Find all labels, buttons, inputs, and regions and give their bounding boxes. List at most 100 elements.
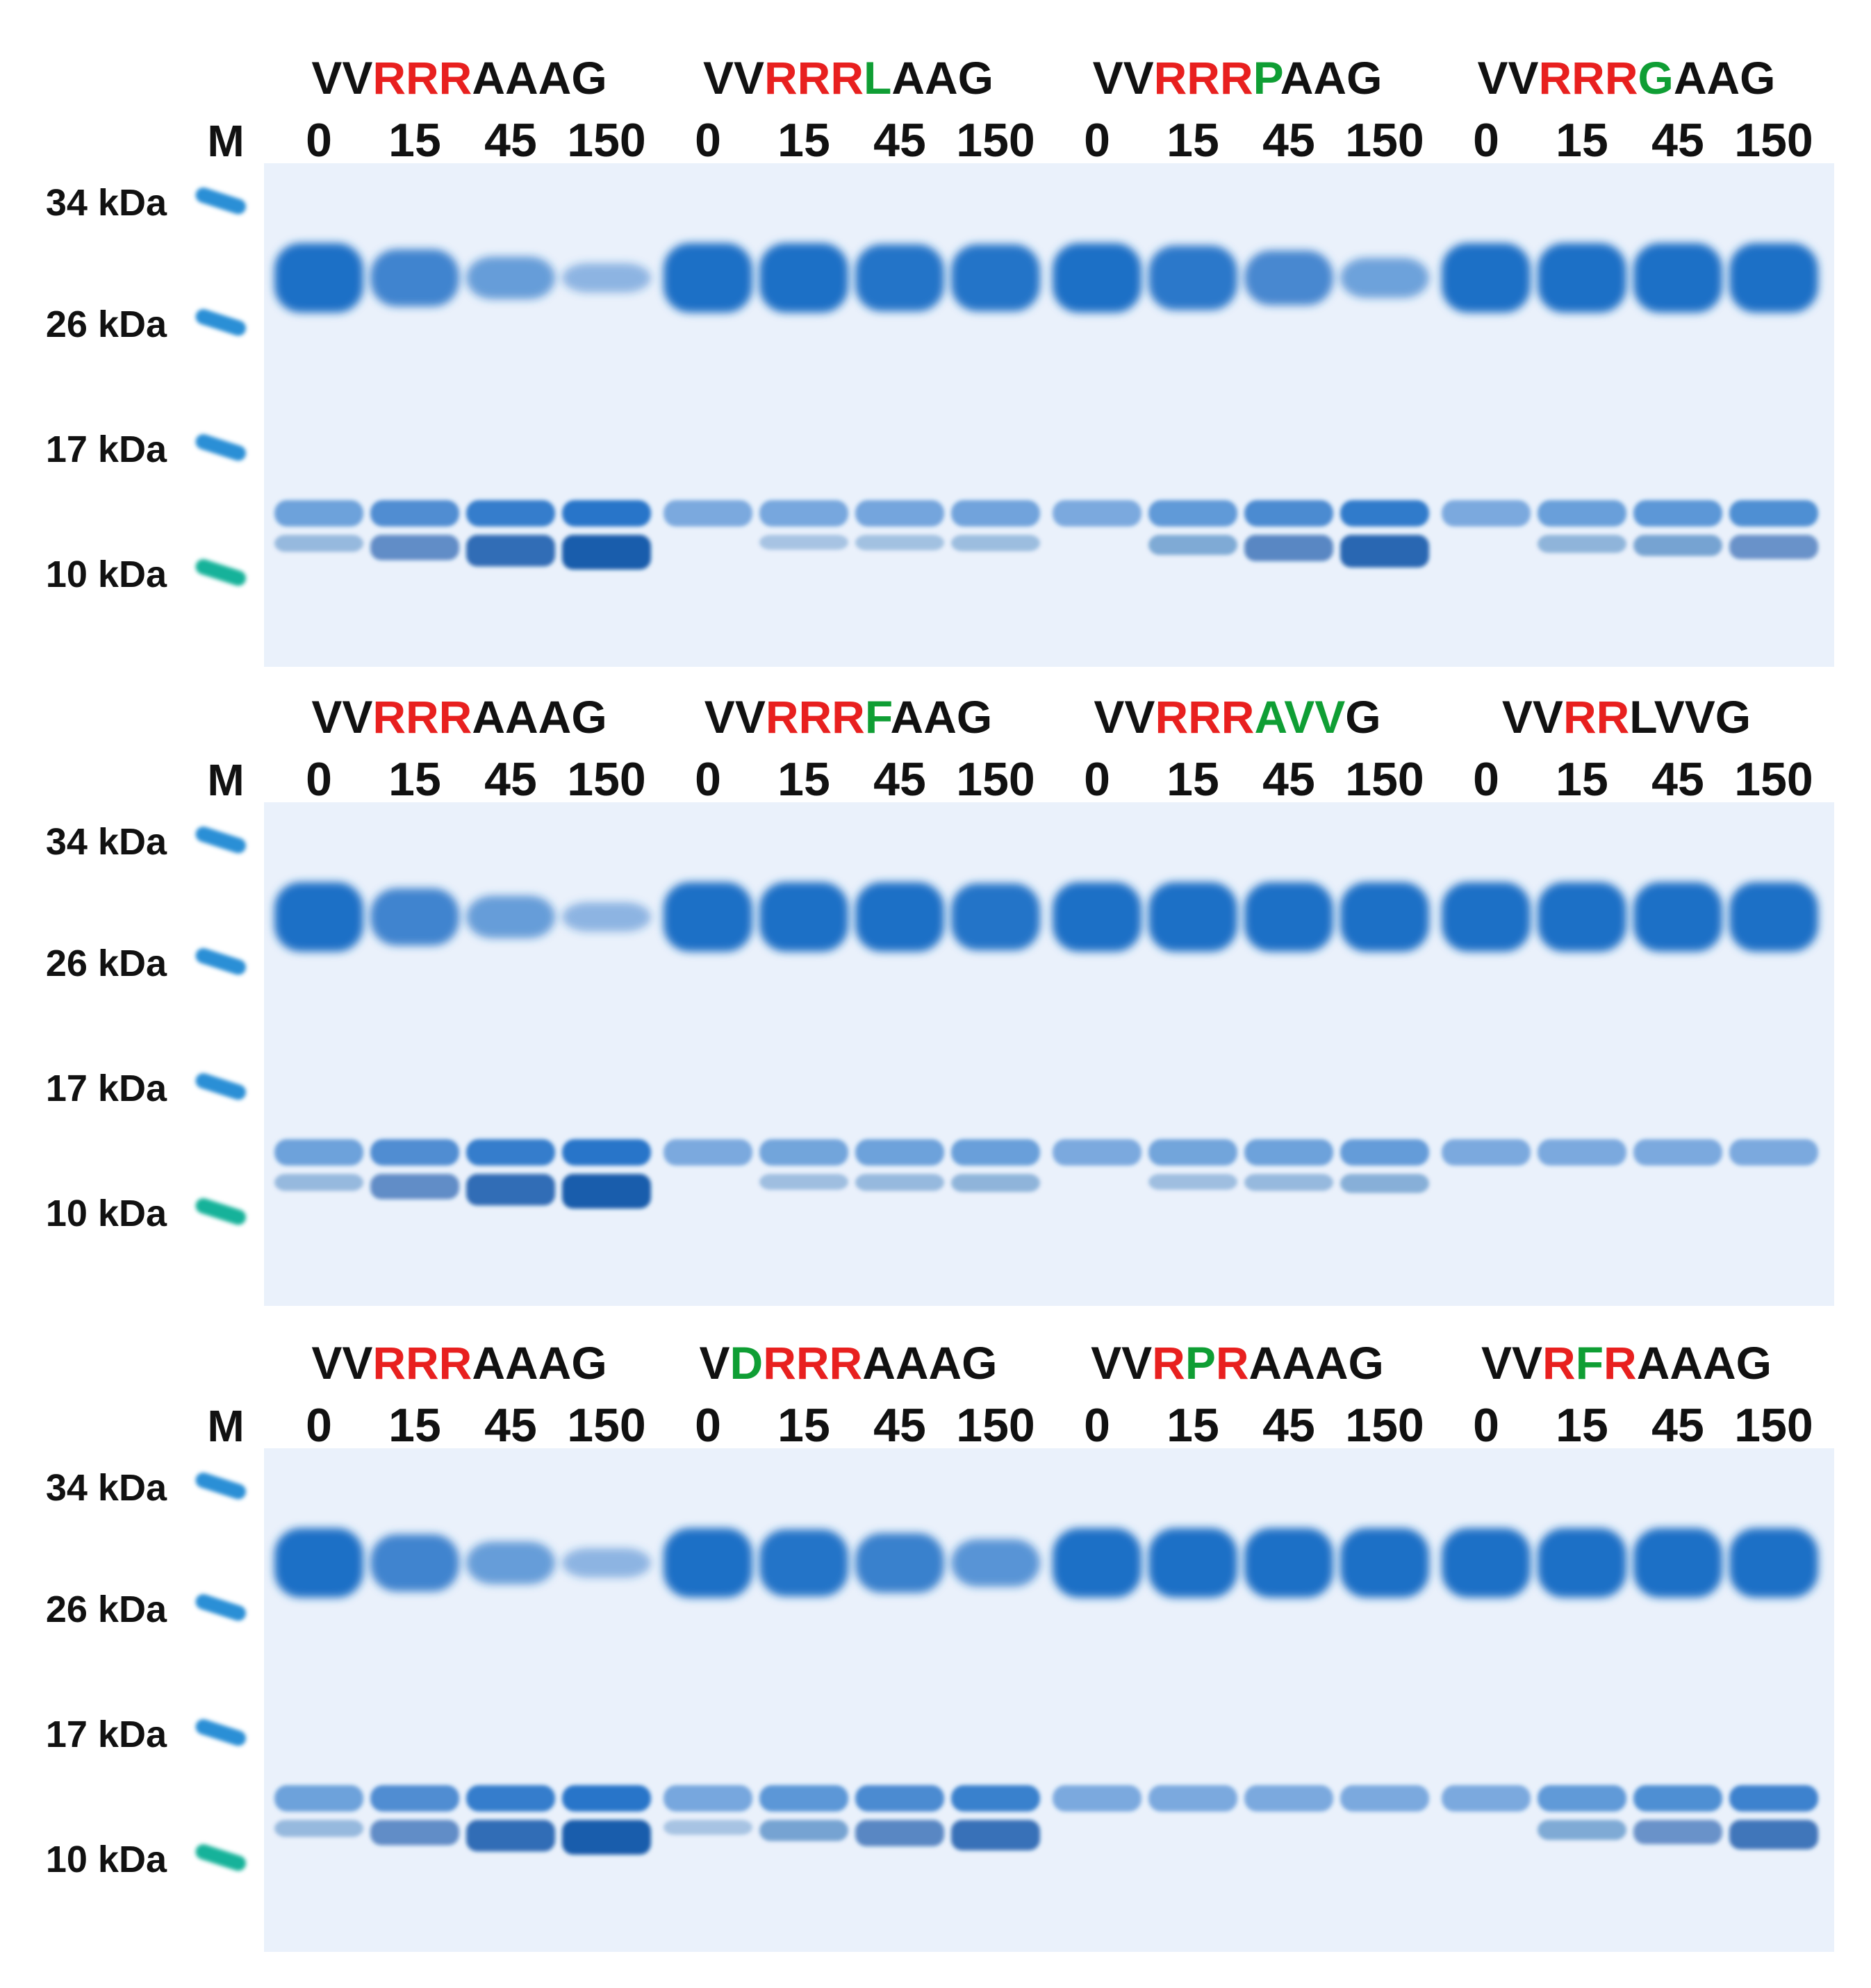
sequence-segment: VV xyxy=(311,691,372,743)
sequence-segment: R xyxy=(1216,1337,1249,1389)
sequence-label: VVRPRAAAG xyxy=(1091,1337,1384,1389)
main-band xyxy=(1538,882,1626,952)
small-band xyxy=(1340,500,1429,527)
sequence-segment: RRR xyxy=(764,52,864,103)
main-band xyxy=(466,895,555,938)
small-band xyxy=(1729,1785,1818,1812)
mw-label: 34 kDa xyxy=(46,1467,167,1509)
small-band xyxy=(370,1785,459,1812)
sequence-label: VVRRRAAAG xyxy=(311,691,607,743)
sequence-label: VVRRRLAAG xyxy=(703,52,994,103)
cleaved-band xyxy=(663,1820,752,1835)
time-point-label: 15 xyxy=(1556,753,1608,806)
main-band xyxy=(1538,1528,1626,1598)
main-band xyxy=(759,882,848,952)
sequence-label: VVRRRAVVG xyxy=(1094,691,1380,743)
sequence-label: VVRRRAAAG xyxy=(311,52,607,103)
small-band xyxy=(1340,1139,1429,1166)
time-point-label: 15 xyxy=(388,753,441,806)
main-band xyxy=(1729,243,1818,313)
small-band xyxy=(951,500,1040,527)
gel-background xyxy=(264,163,1834,667)
sequence-segment: VV xyxy=(1091,1337,1152,1389)
small-band xyxy=(855,1785,944,1812)
cleaved-band xyxy=(759,1820,848,1841)
time-point-label: 45 xyxy=(484,114,537,167)
time-point-label: 15 xyxy=(777,753,830,806)
main-band xyxy=(274,243,363,313)
sequence-label: VVRRRGAAG xyxy=(1477,52,1775,103)
time-point-label: 0 xyxy=(1084,1399,1110,1452)
main-band xyxy=(370,888,459,946)
time-point-label: 0 xyxy=(695,114,721,167)
cleaved-band xyxy=(855,535,944,551)
mw-label: 10 kDa xyxy=(46,554,167,595)
main-band xyxy=(466,1541,555,1584)
main-band xyxy=(951,883,1040,951)
small-band xyxy=(1633,1139,1722,1166)
time-point-label: 45 xyxy=(1262,1399,1315,1452)
ladder-band xyxy=(195,1073,246,1100)
time-point-label: 0 xyxy=(306,114,332,167)
time-point-label: 45 xyxy=(484,1399,537,1452)
time-point-label: 15 xyxy=(1556,114,1608,167)
time-point-label: 150 xyxy=(567,753,645,806)
sequence-segment: F xyxy=(1576,1337,1604,1389)
cleaved-band xyxy=(1538,535,1626,553)
mw-label: 17 kDa xyxy=(46,1714,167,1755)
main-band xyxy=(466,256,555,299)
sequence-segment: RR xyxy=(1563,691,1629,743)
small-band xyxy=(1340,1785,1429,1812)
time-point-label: 15 xyxy=(1556,1399,1608,1452)
small-band xyxy=(1442,500,1531,527)
small-band xyxy=(1148,1139,1237,1166)
time-point-label: 0 xyxy=(1473,1399,1499,1452)
ladder-band xyxy=(195,1719,246,1746)
cleaved-band xyxy=(370,1820,459,1846)
cleaved-band xyxy=(370,1174,459,1200)
main-band xyxy=(663,882,752,952)
ladder-band xyxy=(195,1844,246,1871)
time-point-label: 150 xyxy=(956,1399,1035,1452)
sequence-label: VVRRRFAAG xyxy=(704,691,992,743)
main-band xyxy=(274,882,363,952)
small-band xyxy=(951,1139,1040,1166)
sequence-segment: L xyxy=(864,52,891,103)
small-band xyxy=(1148,1785,1237,1812)
main-band xyxy=(562,263,651,293)
main-band xyxy=(370,249,459,307)
small-band xyxy=(1538,1139,1626,1166)
main-band xyxy=(1633,1528,1722,1598)
main-band xyxy=(1053,882,1141,952)
time-point-label: 0 xyxy=(306,1399,332,1452)
cleaved-band xyxy=(1538,1820,1626,1840)
sequence-segment: G xyxy=(1345,691,1380,743)
time-point-label: 150 xyxy=(1734,753,1813,806)
small-band xyxy=(663,1785,752,1812)
small-band xyxy=(466,1785,555,1812)
marker-label: M xyxy=(207,116,244,166)
sequence-label: VVRRRAAAG xyxy=(311,1337,607,1389)
main-band xyxy=(951,1539,1040,1587)
cleaved-band xyxy=(466,1820,555,1852)
main-band xyxy=(562,1548,651,1578)
time-point-label: 15 xyxy=(777,1399,830,1452)
mw-label: 17 kDa xyxy=(46,429,167,470)
mw-label: 34 kDa xyxy=(46,182,167,224)
main-band xyxy=(1442,1528,1531,1598)
gel-background xyxy=(264,1448,1834,1952)
small-band xyxy=(274,1139,363,1166)
small-band xyxy=(1538,500,1626,527)
sequence-segment: AAAG xyxy=(472,52,607,103)
main-band xyxy=(1442,243,1531,313)
mw-label: 17 kDa xyxy=(46,1068,167,1109)
small-band xyxy=(274,500,363,527)
sequence-segment: AAAG xyxy=(862,1337,997,1389)
main-band xyxy=(1442,882,1531,952)
ladder-band xyxy=(195,309,246,336)
sequence-segment: D xyxy=(730,1337,764,1389)
small-band xyxy=(1053,1785,1141,1812)
cleaved-band xyxy=(951,1820,1040,1850)
